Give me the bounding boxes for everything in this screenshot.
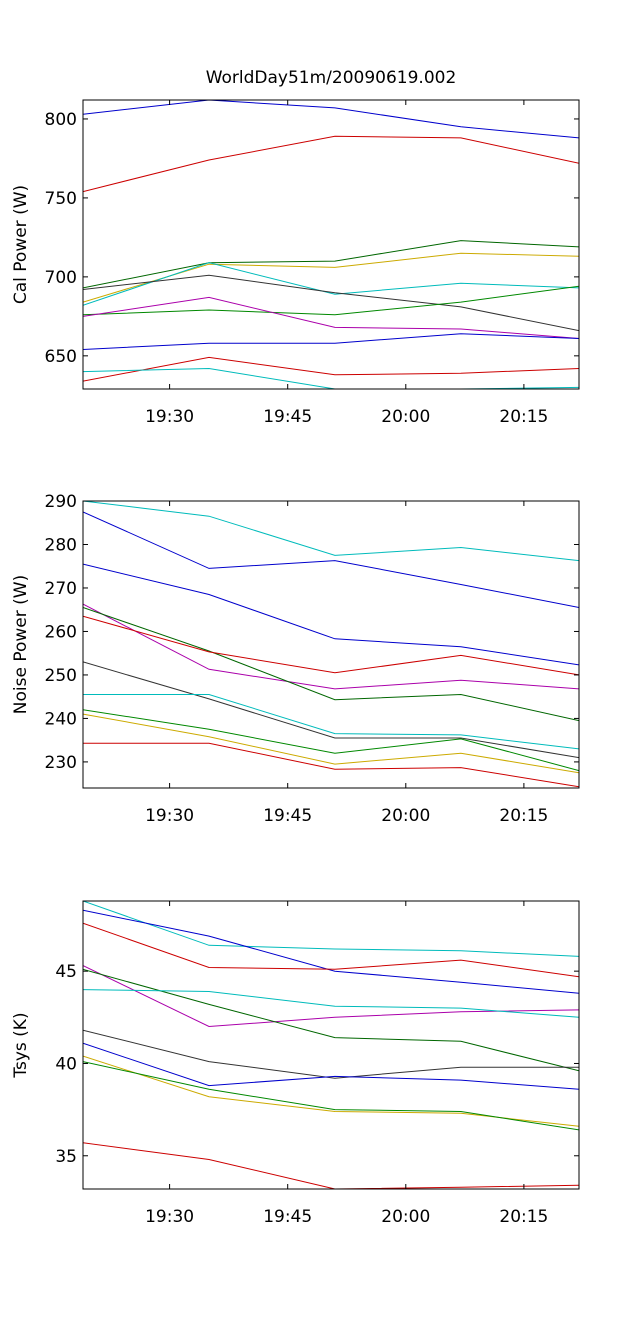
series-group [83, 501, 579, 788]
series-line-4 [83, 603, 579, 690]
x-tick-label: 19:30 [145, 806, 194, 826]
x-tick-label: 20:00 [381, 407, 430, 427]
y-tick-label: 800 [45, 110, 77, 130]
series-line-11 [83, 1142, 579, 1189]
series-line-8 [83, 296, 579, 339]
y-tick-label: 270 [45, 579, 77, 599]
series-line-2 [83, 135, 579, 193]
series-line-8 [83, 1042, 579, 1090]
plot-frame [82, 99, 580, 390]
series-group [83, 100, 579, 389]
series-line-5 [83, 968, 579, 1072]
y-tick-label: 40 [55, 1054, 77, 1074]
chart-panel-3: 19:30 19:45 20:00 20:15 35 40 45 Tsys (K) [11, 900, 580, 1227]
chart-panel-2: 19:30 19:45 20:00 20:15 230 240 250 260 270 280 29… [11, 492, 580, 826]
y-tick-label: 700 [45, 268, 77, 288]
series-line-3 [83, 922, 579, 978]
y-tick-label: 250 [45, 666, 77, 686]
y-tick-label: 45 [55, 962, 77, 982]
series-line-7 [83, 1029, 579, 1079]
series-line-9 [83, 709, 579, 772]
y-tick-label: 290 [45, 492, 77, 512]
series-line-4 [83, 965, 579, 1028]
series-line-1 [83, 501, 579, 562]
series-line-6 [83, 615, 579, 676]
series-line-7 [83, 661, 579, 759]
series-line-8 [83, 694, 579, 750]
series-line-6 [83, 274, 579, 332]
x-tick-label: 19:30 [145, 407, 194, 427]
series-line-1 [83, 901, 579, 957]
y-tick-label: 260 [45, 622, 77, 642]
series-line-7 [83, 285, 579, 316]
x-tick-label: 19:45 [263, 806, 312, 826]
series-line-2 [83, 909, 579, 994]
series-line-10 [83, 1061, 579, 1131]
series-line-11 [83, 742, 579, 788]
y-tick-label: 750 [45, 189, 77, 209]
series-line-4 [83, 252, 579, 303]
y-tick-label: 280 [45, 535, 77, 555]
y-axis-title: Noise Power (W) [11, 575, 31, 714]
series-line-5 [83, 262, 579, 306]
y-tick-label: 240 [45, 709, 77, 729]
series-line-3 [83, 563, 579, 666]
y-axis-title: Cal Power (W) [11, 185, 31, 304]
series-line-10 [83, 356, 579, 382]
x-tick-label: 20:15 [499, 407, 548, 427]
y-tick-label: 35 [55, 1147, 77, 1167]
series-line-1 [83, 100, 579, 139]
x-tick-label: 19:45 [263, 407, 312, 427]
plot-frame [82, 900, 580, 1190]
x-tick-label: 20:00 [381, 1207, 430, 1227]
series-line-5 [83, 607, 579, 722]
series-line-2 [83, 511, 579, 608]
y-axis-title: Tsys (K) [11, 1012, 31, 1078]
series-line-9 [83, 1055, 579, 1127]
y-tick-label: 230 [45, 753, 77, 773]
x-tick-label: 20:15 [499, 806, 548, 826]
series-line-9 [83, 333, 579, 350]
plot-frame [82, 500, 580, 789]
x-tick-label: 19:30 [145, 1207, 194, 1227]
series-line-11 [83, 367, 579, 389]
chart-panel-1: 19:30 19:45 20:00 20:15 650 700 750 800 Cal Powe… [11, 99, 580, 427]
series-line-6 [83, 989, 579, 1018]
y-tick-label: 650 [45, 347, 77, 367]
chart-panels: 19:30 19:45 20:00 20:15 650 700 750 800 Cal Powe… [11, 99, 580, 1227]
x-tick-label: 19:45 [263, 1207, 312, 1227]
x-tick-label: 20:15 [499, 1207, 548, 1227]
series-group [83, 901, 579, 1189]
series-line-3 [83, 240, 579, 289]
series-line-10 [83, 713, 579, 774]
figure-title: WorldDay51m/20090619.002 [206, 68, 457, 88]
x-tick-label: 20:00 [381, 806, 430, 826]
